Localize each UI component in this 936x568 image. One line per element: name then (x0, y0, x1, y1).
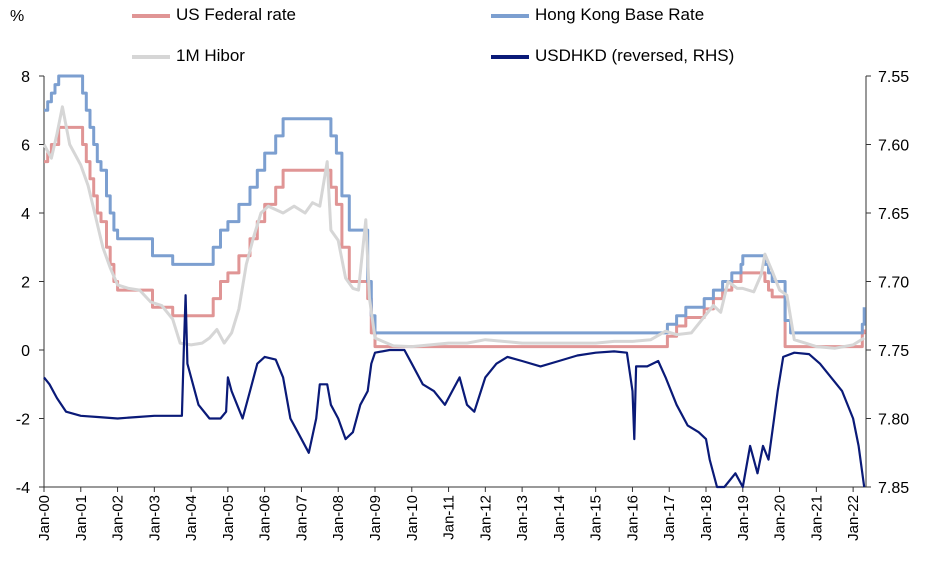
legend-label: USDHKD (reversed, RHS) (535, 46, 735, 65)
x-tick-label: Jan-20 (772, 495, 789, 541)
x-tick-label: Jan-00 (36, 495, 53, 541)
right-tick-label: 7.75 (878, 343, 909, 360)
legend-swatch (491, 54, 529, 59)
legend-item-hong-kong-base-rate: Hong Kong Base Rate (491, 5, 704, 25)
x-tick-label: Jan-06 (257, 495, 274, 541)
right-tick-label: 7.65 (878, 206, 909, 223)
x-tick-label: Jan-21 (808, 495, 825, 541)
x-tick-label: Jan-19 (735, 495, 752, 541)
left-tick-label: -2 (16, 412, 30, 429)
left-tick-label: 8 (21, 69, 30, 86)
x-tick-label: Jan-04 (183, 495, 200, 541)
legend-swatch (491, 13, 529, 18)
x-tick-label: Jan-02 (110, 495, 127, 541)
x-tick-label: Jan-13 (514, 495, 531, 541)
series-line-1m-hibor (42, 105, 865, 350)
right-tick-label: 7.80 (878, 412, 909, 429)
x-tick-label: Jan-01 (73, 495, 90, 541)
x-tick-label: Jan-17 (661, 495, 678, 541)
x-tick-label: Jan-09 (367, 495, 384, 541)
x-tick-label: Jan-16 (624, 495, 641, 541)
right-tick-label: 7.60 (878, 138, 909, 155)
legend-item-1m-hibor: 1M Hibor (132, 46, 245, 66)
x-tick-label: Jan-11 (441, 495, 458, 540)
legend-item-usdhkd: USDHKD (reversed, RHS) (491, 46, 734, 66)
left-axis-unit: % (10, 8, 25, 25)
left-tick-label: 6 (21, 138, 30, 155)
series-line-hong-kong-base-rate (44, 74, 866, 335)
x-tick-label: Jan-14 (551, 495, 568, 541)
legend-label: US Federal rate (176, 5, 296, 24)
x-tick-label: Jan-07 (293, 495, 310, 541)
x-tick-label: Jan-12 (477, 495, 494, 541)
series-line-usdhkd-reversed-rhs (43, 294, 866, 489)
x-tick-label: Jan-18 (698, 495, 715, 541)
left-tick-label: 0 (21, 343, 30, 360)
x-tick-label: Jan-08 (330, 495, 347, 541)
left-tick-label: 2 (21, 275, 30, 292)
legend-item-us-federal-rate: US Federal rate (132, 5, 296, 25)
left-tick-label: 4 (21, 206, 30, 223)
right-tick-label: 7.85 (878, 480, 909, 497)
x-tick-label: Jan-10 (404, 495, 421, 541)
legend-swatch (132, 54, 170, 59)
left-tick-label: -4 (16, 480, 30, 497)
x-tick-label: Jan-22 (845, 495, 862, 541)
x-tick-label: Jan-15 (588, 495, 605, 541)
legend-label: Hong Kong Base Rate (535, 5, 705, 24)
right-tick-label: 7.70 (878, 275, 909, 292)
x-tick-label: Jan-03 (146, 495, 163, 541)
legend-label: 1M Hibor (176, 46, 245, 65)
right-tick-label: 7.55 (878, 69, 909, 86)
x-tick-label: Jan-05 (220, 495, 237, 541)
legend-swatch (132, 13, 170, 18)
